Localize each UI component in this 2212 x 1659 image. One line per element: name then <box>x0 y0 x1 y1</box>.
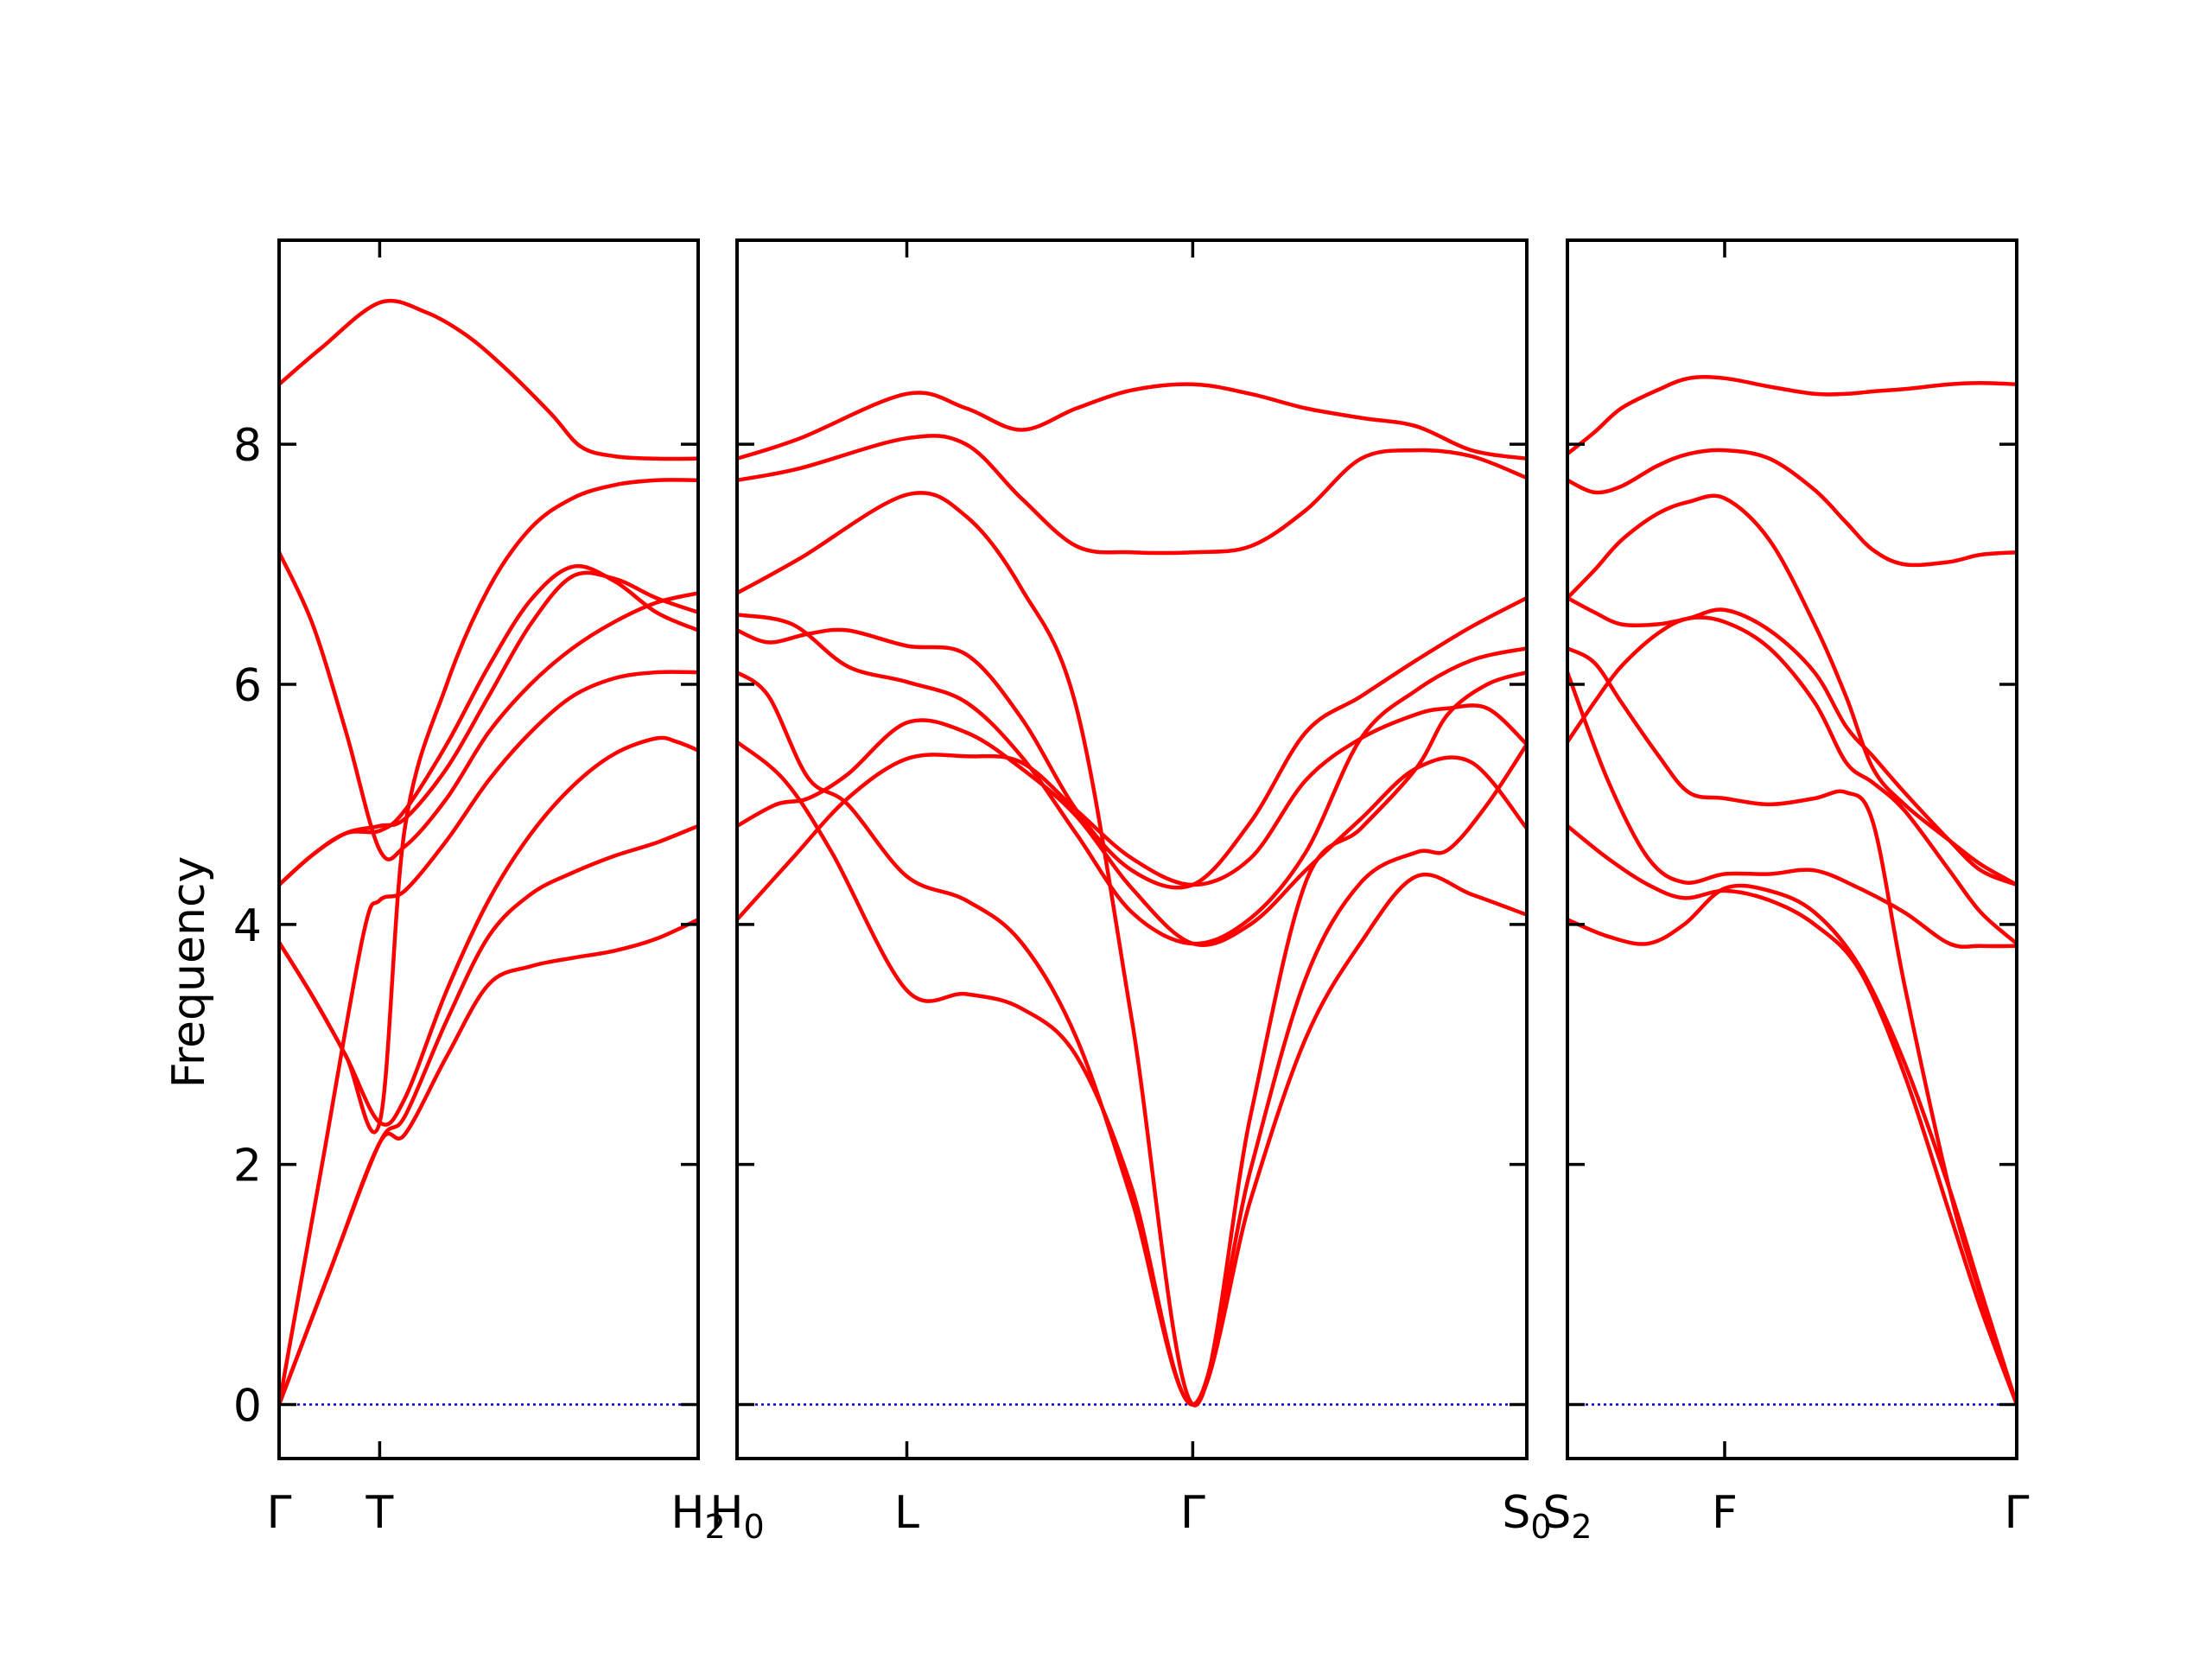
x-tick-label: Γ <box>1180 1487 1205 1539</box>
band-line-1 <box>1567 883 2017 1407</box>
y-tick-label: 2 <box>233 1141 262 1192</box>
x-tick-label: F <box>1712 1487 1738 1539</box>
band-line-7 <box>279 563 698 887</box>
band-line-6 <box>279 570 698 887</box>
bands-h0-l-gamma-s0 <box>737 382 1527 1408</box>
x-tick-label: T <box>365 1487 394 1539</box>
band-line-7 <box>737 491 1527 1408</box>
band-line-8 <box>1567 448 2017 568</box>
band-line-6 <box>737 740 1527 1407</box>
x-tick-label: L <box>894 1487 919 1539</box>
band-line-9 <box>737 382 1527 461</box>
band-line-3 <box>1567 670 2017 949</box>
band-line-3 <box>279 735 698 1127</box>
panel-frame <box>1566 238 2018 1460</box>
band-line-2 <box>279 823 698 1407</box>
band-line-2 <box>737 718 1527 947</box>
panel-s2-f-gamma: S2 F Γ <box>1542 238 2030 1546</box>
bands-gamma-t-h2 <box>279 298 698 1407</box>
panel-frame <box>277 238 700 1460</box>
x-tick-subscript: 2 <box>704 1508 725 1546</box>
y-tick-label: 4 <box>233 900 262 952</box>
x-tick-subscript: 0 <box>743 1508 764 1546</box>
bands-s2-f-gamma <box>1567 375 2017 1407</box>
band-line-5 <box>737 670 1527 1407</box>
band-line-5 <box>279 550 698 861</box>
y-axis-label: Frequency <box>163 856 215 1089</box>
x-tick-subscript: 2 <box>1571 1508 1592 1546</box>
band-line-9 <box>1567 375 2017 456</box>
x-tick-label: Γ <box>267 1487 292 1539</box>
band-line-4 <box>737 595 1527 890</box>
x-tick-label: S2 <box>1542 1487 1592 1546</box>
y-tick-label: 6 <box>233 660 262 712</box>
band-line-1 <box>737 703 1527 922</box>
band-line-3 <box>737 613 1527 946</box>
band-line-8 <box>279 478 698 1135</box>
band-line-9 <box>279 298 698 461</box>
band-line-1 <box>279 918 698 1407</box>
x-tick-label: H0 <box>709 1487 764 1546</box>
band-line-5 <box>1567 615 2017 946</box>
band-line-7 <box>1567 493 2017 887</box>
band-line-4 <box>1567 646 2017 1407</box>
panel-frame <box>735 238 1529 1460</box>
band-line-4 <box>279 670 698 1407</box>
y-tick-label: 8 <box>233 420 262 472</box>
x-tick-subscript: 0 <box>1530 1508 1551 1546</box>
panel-h0-l-gamma-s0: H0 L Γ S0 <box>709 238 1552 1546</box>
y-tick-label: 0 <box>233 1380 262 1432</box>
band-line-2 <box>1567 823 2017 1407</box>
x-tick-label: Γ <box>2005 1487 2030 1539</box>
band-line-8 <box>737 434 1527 556</box>
